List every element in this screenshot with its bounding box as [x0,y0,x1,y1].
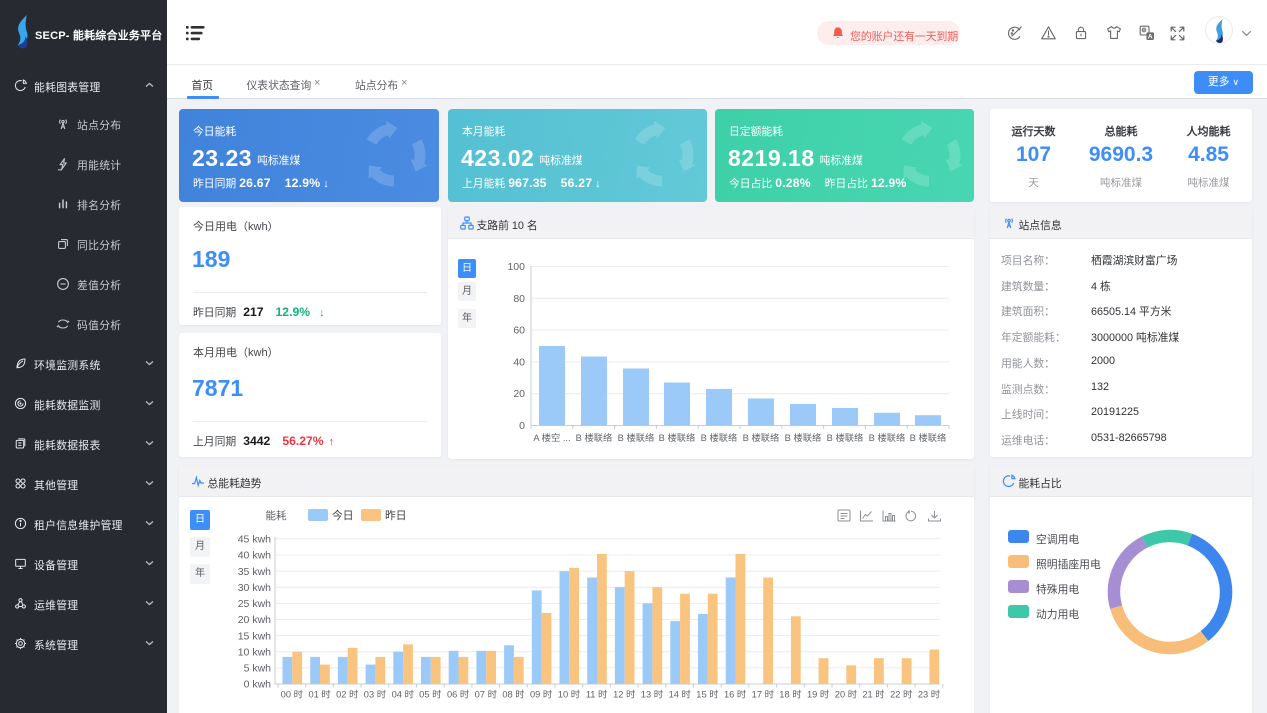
svg-text:20: 20 [513,388,525,400]
svg-text:45 kwh: 45 kwh [238,534,271,546]
svg-text:22 时: 22 时 [890,689,912,700]
svg-text:03 时: 03 时 [364,689,386,700]
svg-text:04 时: 04 时 [392,689,414,700]
svg-text:02 时: 02 时 [336,689,358,700]
svg-text:12 时: 12 时 [613,689,635,700]
svg-text:01 时: 01 时 [308,689,330,700]
svg-text:B 楼联络: B 楼联络 [576,432,613,443]
svg-text:A 楼空 ...: A 楼空 ... [533,432,570,443]
svg-text:23 时: 23 时 [918,689,940,700]
svg-text:30 kwh: 30 kwh [238,582,271,594]
svg-text:0: 0 [519,420,525,432]
svg-text:06 时: 06 时 [447,689,469,700]
svg-text:A: A [1148,33,1153,40]
svg-text:今日: 今日 [332,508,354,522]
svg-text:40 kwh: 40 kwh [238,550,271,562]
svg-text:10 kwh: 10 kwh [238,646,271,658]
svg-text:B 楼联络: B 楼联络 [659,432,696,443]
svg-text:100: 100 [507,261,525,273]
svg-text:35 kwh: 35 kwh [238,566,271,578]
svg-text:15 时: 15 时 [696,689,718,700]
svg-text:0 kwh: 0 kwh [244,679,272,691]
svg-text:08 时: 08 时 [502,689,524,700]
svg-text:15 kwh: 15 kwh [238,630,271,642]
svg-text:20 kwh: 20 kwh [238,614,271,626]
svg-text:40: 40 [513,356,525,368]
svg-text:10 时: 10 时 [558,689,580,700]
svg-text:18 时: 18 时 [779,689,801,700]
svg-text:5 kwh: 5 kwh [244,663,272,675]
svg-text:05 时: 05 时 [419,689,441,700]
svg-text:B 楼联络: B 楼联络 [701,432,738,443]
svg-text:25 kwh: 25 kwh [238,598,271,610]
svg-text:09 时: 09 时 [530,689,552,700]
svg-text:能耗: 能耗 [266,509,287,522]
svg-text:昨日: 昨日 [385,509,407,522]
svg-text:14 时: 14 时 [669,689,691,700]
svg-text:00 时: 00 时 [281,689,303,700]
svg-text:B 楼联络: B 楼联络 [910,432,947,443]
svg-text:B 楼联络: B 楼联络 [827,432,864,443]
svg-text:20 时: 20 时 [835,689,857,700]
svg-text:13 时: 13 时 [641,689,663,700]
svg-text:19 时: 19 时 [807,689,829,700]
svg-text:B 楼联络: B 楼联络 [618,432,655,443]
svg-text:60: 60 [513,325,525,337]
svg-text:16 时: 16 时 [724,689,746,700]
svg-text:11 时: 11 时 [586,689,608,700]
svg-text:B 楼联络: B 楼联络 [743,432,780,443]
svg-text:17 时: 17 时 [752,689,774,700]
svg-text:07 时: 07 时 [475,689,497,700]
svg-text:80: 80 [513,293,525,305]
svg-text:B 楼联络: B 楼联络 [869,432,906,443]
svg-text:B 楼联络: B 楼联络 [785,432,822,443]
svg-text:21 时: 21 时 [862,689,884,700]
